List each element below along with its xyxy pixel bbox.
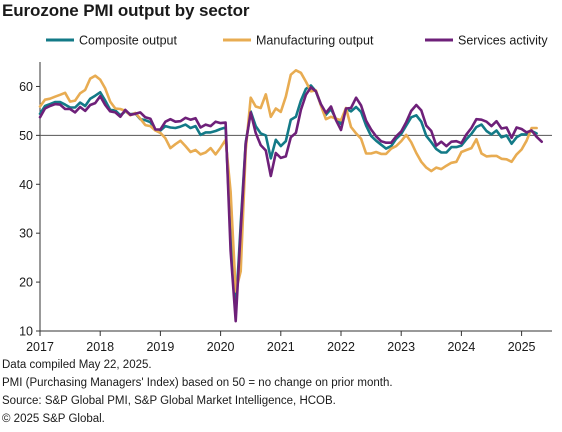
x-tick-label: 2020 <box>207 340 235 354</box>
y-tick-label: 50 <box>19 129 33 143</box>
chart-title: Eurozone PMI output by sector <box>2 1 250 20</box>
series-lines <box>38 69 544 323</box>
series-line-manufacturing-output <box>38 69 538 293</box>
footnote-pmi-definition: PMI (Purchasing Managers' Index) based o… <box>2 377 393 389</box>
footnote-source: Source: S&P Global PMI, S&P Global Marke… <box>2 395 336 407</box>
y-tick-label: 20 <box>19 276 33 290</box>
axes: 10 20 30 40 50 60 2017 2018 2019 2020 2021 2022 2023… <box>19 62 552 354</box>
x-tick-label: 2021 <box>267 340 295 354</box>
series-line-composite-output <box>38 84 538 315</box>
series-line-services-activity <box>38 86 544 323</box>
x-tick-label: 2019 <box>146 340 174 354</box>
legend: Composite output Manufacturing output Serv… <box>46 34 548 48</box>
y-tick-label: 60 <box>19 80 33 94</box>
y-tick-label: 30 <box>19 227 33 241</box>
legend-label-manufacturing-output: Manufacturing output <box>256 34 374 48</box>
footnote-copyright: © 2025 S&P Global. <box>2 413 105 425</box>
legend-label-composite-output: Composite output <box>79 34 178 48</box>
x-tick-label: 2018 <box>86 340 114 354</box>
legend-label-services-activity: Services activity <box>458 34 548 48</box>
x-tick-label: 2017 <box>26 340 54 354</box>
x-tick-label: 2024 <box>447 340 475 354</box>
y-tick-label: 40 <box>19 178 33 192</box>
x-tick-label: 2023 <box>387 340 415 354</box>
x-tick-label: 2022 <box>327 340 355 354</box>
footnote-data-compiled: Data compiled May 22, 2025. <box>2 359 152 371</box>
x-tick-label: 2025 <box>508 340 536 354</box>
y-tick-label: 10 <box>19 325 33 339</box>
